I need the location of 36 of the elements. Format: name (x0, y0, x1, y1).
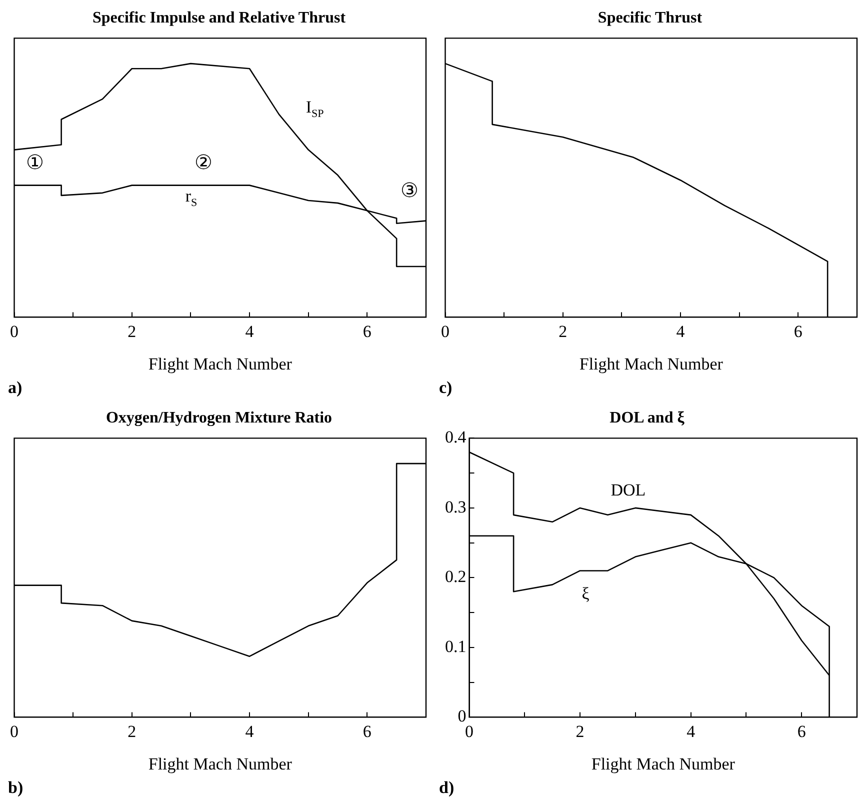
text: a) (8, 378, 22, 397)
x-tick-label: 6 (797, 722, 806, 741)
x-tick-label: 6 (362, 322, 372, 341)
chart-title: Specific Thrust (598, 10, 703, 27)
y-tick-label: 0.4 (445, 428, 467, 447)
x-tick-label: 2 (576, 722, 584, 741)
x-tick-label: 0 (10, 322, 18, 341)
chart-title: DOL and ξ (610, 410, 686, 427)
annotation: ③ (400, 180, 419, 202)
x-tick-label: 2 (128, 722, 136, 741)
x-tick-label: 6 (794, 322, 802, 341)
y-tick-label: 0.2 (445, 567, 466, 586)
x-tick-label: 0 (10, 722, 18, 741)
x-axis-title: Flight Mach Number (591, 754, 736, 774)
y-tick-label: 0.3 (445, 497, 466, 516)
x-tick-label: 6 (362, 722, 372, 741)
x-tick-label: 4 (245, 722, 254, 741)
text: d) (439, 778, 454, 797)
series-label: ξ (582, 584, 590, 603)
chart-title: Specific Impulse and Relative Thrust (92, 10, 346, 27)
text: c) (439, 378, 452, 397)
annotation: ② (194, 152, 213, 174)
y-tick-label: 0 (458, 706, 466, 726)
x-tick-label: 4 (676, 322, 686, 341)
x-tick-label: 4 (686, 722, 696, 741)
x-tick-label: 4 (245, 322, 254, 341)
chart-title: Oxygen/Hydrogen Mixture Ratio (106, 410, 332, 427)
x-tick-label: 2 (558, 322, 568, 341)
x-axis-title: Flight Mach Number (148, 754, 292, 774)
series-label: DOL (610, 480, 646, 500)
x-axis-title: Flight Mach Number (148, 354, 292, 374)
x-axis-title: Flight Mach Number (579, 354, 724, 374)
annotation: ① (26, 152, 44, 174)
x-tick-label: 2 (128, 322, 136, 341)
text: b) (8, 778, 24, 797)
y-tick-label: 0.1 (445, 636, 466, 656)
